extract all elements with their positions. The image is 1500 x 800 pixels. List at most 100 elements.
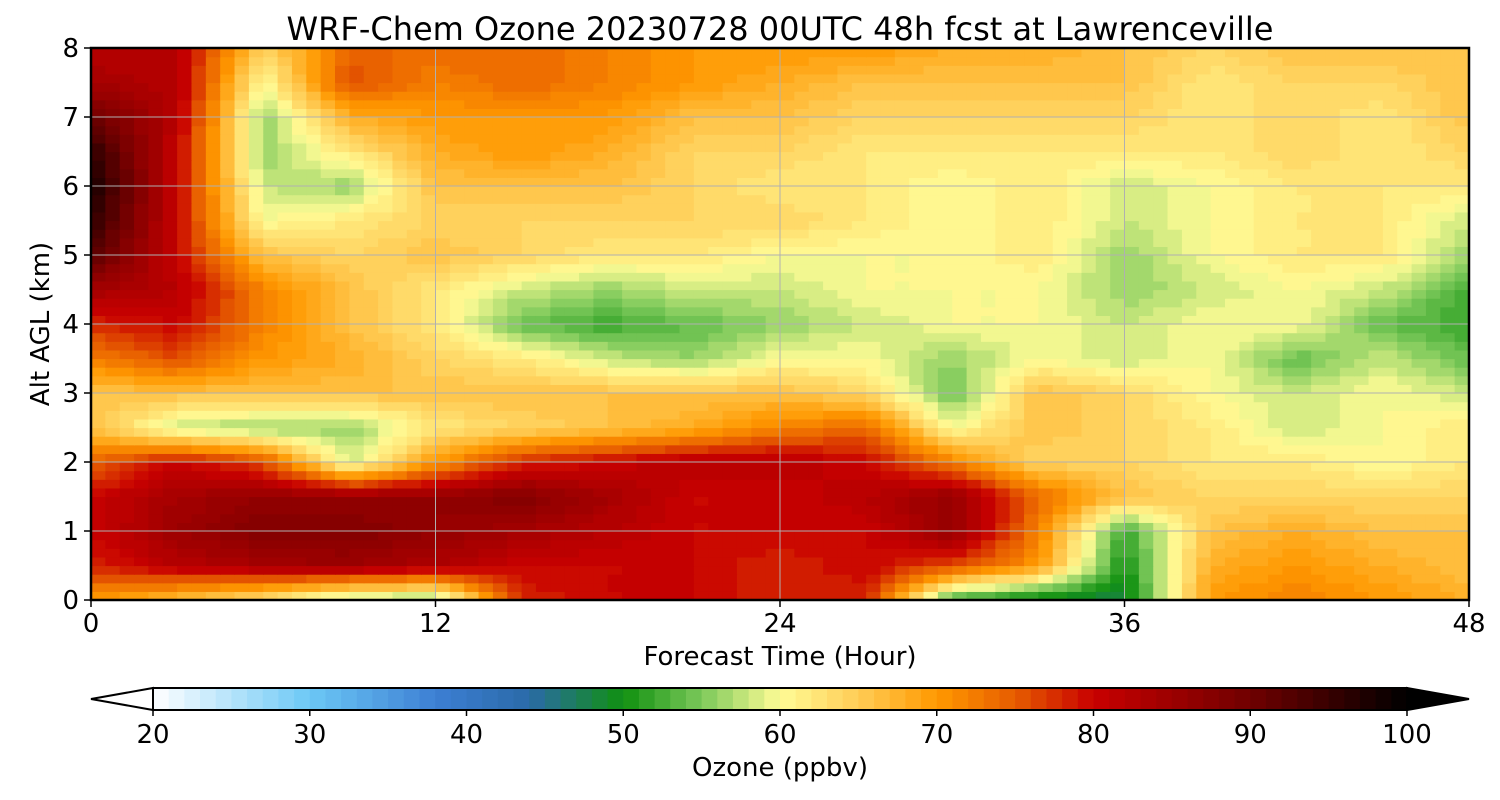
heatmap-cell [1067,324,1083,334]
heatmap-cell [1311,246,1327,256]
heatmap-cell [177,384,193,394]
heatmap-cell [464,427,480,437]
heatmap-cell [980,539,996,549]
heatmap-cell [708,367,724,377]
heatmap-cell [1038,453,1054,463]
heatmap-cell [1411,479,1427,489]
heatmap-cell [736,160,752,170]
heatmap-cell [205,531,221,541]
heatmap-cell [1110,306,1126,316]
heatmap-cell [966,324,982,334]
heatmap-cell [449,280,465,291]
heatmap-cell [1440,513,1456,523]
heatmap-cell [1296,367,1312,377]
heatmap-cell [263,280,279,291]
heatmap-cell [1095,324,1111,334]
heatmap-cell [1382,203,1398,213]
heatmap-cell [650,272,666,282]
heatmap-cell [952,505,968,515]
heatmap-cell [1382,556,1398,567]
heatmap-cell [607,358,623,368]
heatmap-cell [1354,418,1370,429]
heatmap-cell [1124,479,1140,489]
heatmap-cell [1253,496,1269,506]
heatmap-cell [1124,470,1140,480]
heatmap-cell [550,203,566,213]
heatmap-cell [1153,168,1169,178]
heatmap-cell [1368,453,1384,463]
heatmap-cell [995,280,1011,291]
heatmap-cell [148,444,164,454]
heatmap-cell [1354,462,1370,472]
heatmap-cell [392,574,408,584]
heatmap-cell [234,556,250,567]
heatmap-cell [306,177,322,187]
heatmap-cell [1425,324,1441,334]
heatmap-cell [521,367,537,377]
heatmap-cell [1009,298,1025,308]
heatmap-cell [837,315,853,325]
heatmap-cell [851,375,867,385]
heatmap-cell [679,444,695,454]
heatmap-cell [1095,375,1111,385]
heatmap-cell [478,367,494,377]
heatmap-cell [521,160,537,170]
heatmap-cell [1095,246,1111,256]
heatmap-cell [1081,479,1097,489]
heatmap-cell [220,444,236,454]
heatmap-cell [291,220,307,230]
heatmap-cell [1397,496,1413,506]
heatmap-cell [1095,556,1111,567]
heatmap-cell [823,203,839,213]
heatmap-cell [851,548,867,558]
heatmap-cell [1425,168,1441,178]
heatmap-cell [406,384,422,394]
heatmap-cell [507,522,523,532]
heatmap-cell [1454,358,1470,368]
heatmap-cell [1067,237,1083,247]
heatmap-cell [1138,375,1154,385]
heatmap-cell [665,168,681,178]
heatmap-cell [234,177,250,187]
heatmap-cell [421,358,437,368]
heatmap-cell [1167,237,1183,247]
heatmap-cell [564,298,580,308]
heatmap-cell [191,556,207,567]
heatmap-cell [1311,306,1327,316]
heatmap-cell [205,332,221,342]
heatmap-cell [1382,306,1398,316]
heatmap-cell [521,479,537,489]
heatmap-cell [808,194,824,204]
heatmap-cell [277,151,293,161]
heatmap-cell [909,341,925,351]
heatmap-cell [1081,410,1097,420]
heatmap-cell [937,203,953,213]
heatmap-cell [263,349,279,360]
heatmap-cell [894,220,910,230]
heatmap-cell [363,220,379,230]
heatmap-cell [765,186,781,196]
heatmap-cell [521,324,537,334]
heatmap-cell [1138,470,1154,480]
heatmap-cell [607,160,623,170]
heatmap-cell [191,367,207,377]
heatmap-cell [1067,496,1083,506]
heatmap-cell [507,401,523,411]
heatmap-cell [579,280,594,291]
heatmap-cell [1239,565,1255,575]
heatmap-cell [1052,487,1068,498]
heatmap-cell [464,160,480,170]
heatmap-cell [636,203,652,213]
heatmap-cell [1239,384,1255,394]
heatmap-cell [1268,341,1283,351]
heatmap-cell [1296,393,1312,403]
heatmap-cell [579,177,594,187]
heatmap-cell [622,487,638,498]
heatmap-cell [205,453,221,463]
heatmap-cell [1009,384,1025,394]
heatmap-cell [894,591,910,601]
heatmap-cell [980,211,996,222]
heatmap-cell [579,513,594,523]
heatmap-cell [851,582,867,592]
heatmap-cell [765,591,781,601]
